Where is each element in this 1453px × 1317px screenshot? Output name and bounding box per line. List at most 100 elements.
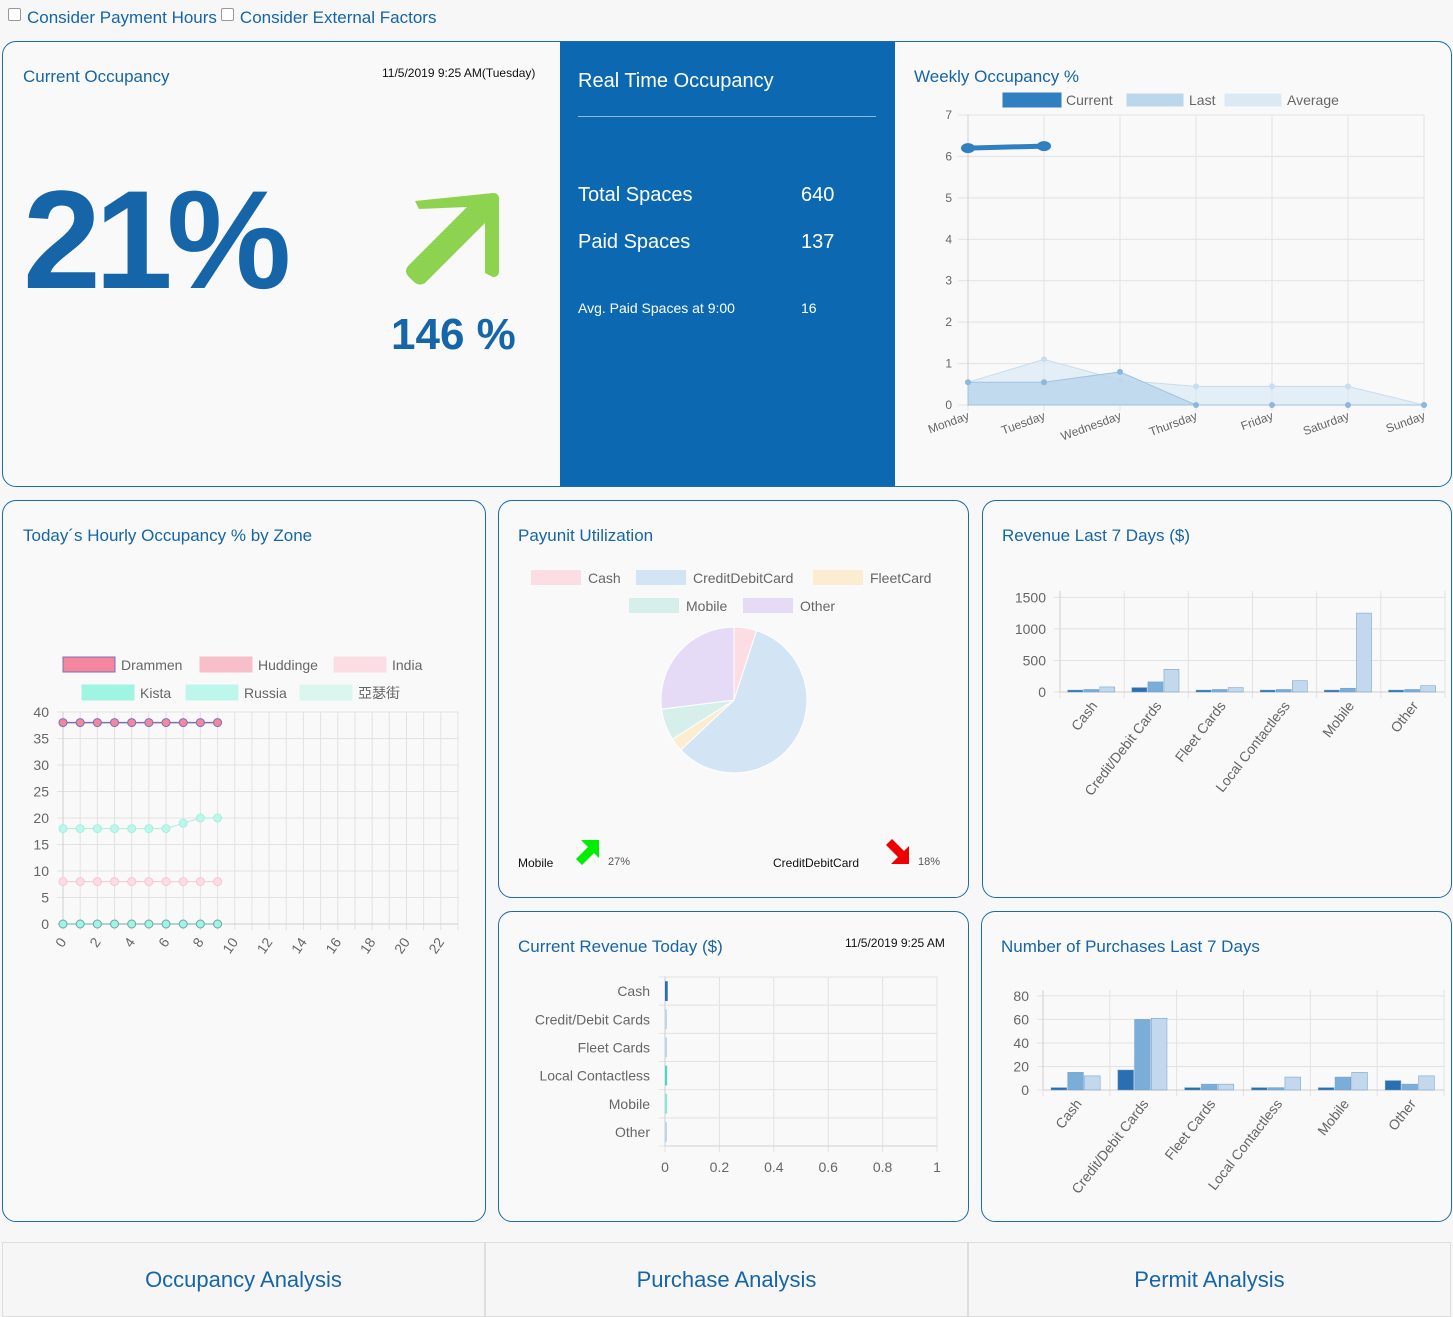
weekly-occupancy-title: Weekly Occupancy % [914,67,1080,86]
consider-external-factors-checkbox[interactable]: Consider External Factors [220,7,437,28]
legend-label-other: Other [800,598,835,614]
purchase-analysis-button[interactable]: Purchase Analysis [485,1242,968,1317]
y-tick-label: 1 [945,357,952,371]
point-current-tuesday [1037,141,1051,152]
occupancy-change-value: 146 % [391,310,516,359]
point-drammen-1 [75,718,85,728]
point-kista-5 [144,919,154,929]
consider-payment-hours-checkbox[interactable]: Consider Payment Hours [8,7,217,28]
creditdebitcard-trend-label: CreditDebitCard [773,856,860,870]
point-drammen-7 [178,718,188,728]
y-tick-label-credit-debit-cards: Credit/Debit Cards [535,1011,650,1027]
pie-slice-other [660,626,735,710]
point-last-tuesday [1041,379,1047,386]
x-tick-label-cash: Cash [1068,698,1101,734]
x-tick-label-other: Other [1385,1096,1419,1134]
bar-local-contactless [665,1065,668,1086]
legend-label-average: Average [1287,92,1339,108]
legend-swatch-last [1126,93,1184,107]
x-tick-label-mobile: Mobile [1319,698,1357,741]
y-tick-label: 20 [1013,1058,1029,1074]
arrow-up-right-icon [406,193,499,285]
point-india-8 [195,877,205,887]
point-average-tuesday [1041,356,1047,363]
checkbox-icon[interactable] [8,7,21,21]
point-india-2 [92,877,102,887]
line-current [965,143,1047,151]
point-drammen-0 [58,718,68,728]
y-tick-label: 40 [33,704,49,720]
x-tick-label: 0.8 [873,1159,893,1175]
point-kista-2 [92,919,102,929]
point-kista-4 [127,919,137,929]
y-tick-label: 30 [33,757,49,773]
x-tick-label: 18 [357,934,379,956]
legend-label-mobile: Mobile [686,598,727,614]
x-tick-label-monday: Monday [926,409,971,437]
y-tick-label: 4 [945,232,952,246]
creditdebitcard-trend-value: 18% [918,856,941,868]
point-kista-0 [58,919,68,929]
checkbox-icon[interactable] [220,7,234,21]
point-india-3 [110,877,120,887]
revenue-last-7-days-title: Revenue Last 7 Days ($) [1002,526,1191,545]
bar-average-local-contactless [1292,680,1308,693]
bar-current-mobile [1324,689,1340,693]
legend-swatch-mobile [629,598,679,613]
consider-external-factors-label[interactable]: Consider External Factors [239,8,437,27]
point-russia-4 [127,824,137,834]
hourly-occupancy-card: Today´s Hourly Occupancy % by Zone Dramm… [2,500,486,1222]
current-occupancy-value: 21% [23,161,291,318]
current-revenue-today-card: Current Revenue Today ($) 11/5/2019 9:25… [498,911,969,1222]
x-tick-label-cash: Cash [1052,1096,1085,1132]
legend-label-kista: Kista [140,685,171,701]
x-tick-label: 20 [391,934,413,956]
consider-payment-hours-label[interactable]: Consider Payment Hours [27,8,217,27]
bar-last-other [1401,1083,1418,1091]
bar-average-local-contactless [1284,1076,1301,1091]
point-russia-7 [178,818,188,828]
analysis-navigation: Occupancy Analysis Purchase Analysis Per… [2,1242,1451,1317]
bar-last-mobile [1340,687,1356,693]
bar-last-other [1404,689,1420,693]
x-tick-label: 22 [425,934,447,956]
legend-swatch-creditdebitcard [636,570,686,585]
x-tick-label: 0.4 [764,1159,784,1175]
point-drammen-6 [161,718,171,728]
legend-swatch-russia [185,684,239,701]
x-tick-label: 1 [933,1159,941,1175]
point-russia-0 [58,824,68,834]
revenue-last-7-days-card: Revenue Last 7 Days ($) 0 500 1000 1500 Cash… [982,500,1452,898]
x-tick-label: 0 [52,934,70,950]
point-kista-8 [195,919,205,929]
bar-average-other [1418,1075,1435,1091]
point-last-monday [965,379,971,386]
creditdebitcard-trend-arrow [886,839,909,864]
point-russia-8 [195,813,205,823]
point-last-friday [1269,402,1275,408]
y-tick-label: 6 [945,149,952,163]
y-tick-label: 500 [1023,652,1047,668]
mobile-trend-label: Mobile [518,856,554,870]
occupancy-overview-card: Current Occupancy 11/5/2019 9:25 AM(Tues… [2,41,1452,487]
current-revenue-today-title: Current Revenue Today ($) [518,937,723,956]
bar-average-cash [1084,1075,1101,1091]
arrow-up-right-icon [576,840,599,865]
trend-arrow-shape [406,193,499,285]
x-tick-label-sunday: Sunday [1384,409,1427,436]
bar-current-local-contactless [1251,1087,1268,1091]
y-tick-label: 15 [33,837,49,853]
bar-average-mobile [1351,1072,1368,1091]
point-last-sunday [1421,402,1427,408]
bar-last-fleet-cards [1201,1083,1218,1091]
payunit-utilization-title: Payunit Utilization [518,526,654,545]
x-tick-label-local-contactless: Local Contactless [1205,1096,1286,1193]
avg-paid-spaces-value: 16 [801,300,817,316]
payunit-pie-chart: Cash CreditDebitCard FleetCard Mobile Other [531,570,931,774]
occupancy-analysis-button[interactable]: Occupancy Analysis [2,1242,485,1317]
x-tick-label: 6 [155,934,173,950]
permit-analysis-button[interactable]: Permit Analysis [968,1242,1451,1317]
x-tick-label-saturday: Saturday [1301,409,1351,439]
legend-swatch-drammen [62,656,116,673]
point-kista-7 [178,919,188,929]
